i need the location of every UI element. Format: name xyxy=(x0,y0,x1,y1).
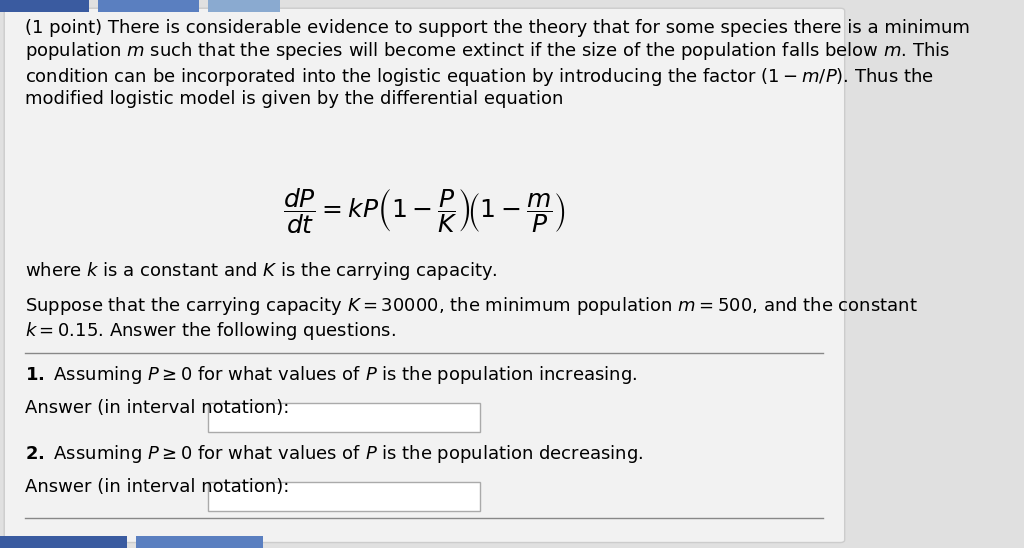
Bar xyxy=(208,0,281,12)
Bar xyxy=(0,0,89,12)
Bar xyxy=(136,536,263,548)
FancyBboxPatch shape xyxy=(208,403,479,432)
Text: Answer (in interval notation):: Answer (in interval notation): xyxy=(26,399,290,417)
Text: (1 point) There is considerable evidence to support the theory that for some spe: (1 point) There is considerable evidence… xyxy=(26,19,971,109)
Text: where $k$ is a constant and $K$ is the carrying capacity.: where $k$ is a constant and $K$ is the c… xyxy=(26,260,498,282)
Text: Answer (in interval notation):: Answer (in interval notation): xyxy=(26,478,290,496)
Text: $\mathbf{2.}$ Assuming $P \geq 0$ for what values of $P$ is the population decre: $\mathbf{2.}$ Assuming $P \geq 0$ for wh… xyxy=(26,443,644,465)
Bar xyxy=(97,0,200,12)
Text: $\mathbf{1.}$ Assuming $P \geq 0$ for what values of $P$ is the population incre: $\mathbf{1.}$ Assuming $P \geq 0$ for wh… xyxy=(26,364,638,386)
FancyBboxPatch shape xyxy=(4,8,845,543)
Bar xyxy=(0,536,127,548)
Text: $\dfrac{dP}{dt} = kP\left(1 - \dfrac{P}{K}\right)\!\left(1 - \dfrac{m}{P}\right): $\dfrac{dP}{dt} = kP\left(1 - \dfrac{P}{… xyxy=(283,186,566,236)
FancyBboxPatch shape xyxy=(208,482,479,511)
Text: Suppose that the carrying capacity $K = 30000$, the minimum population $m = 500$: Suppose that the carrying capacity $K = … xyxy=(26,295,919,342)
